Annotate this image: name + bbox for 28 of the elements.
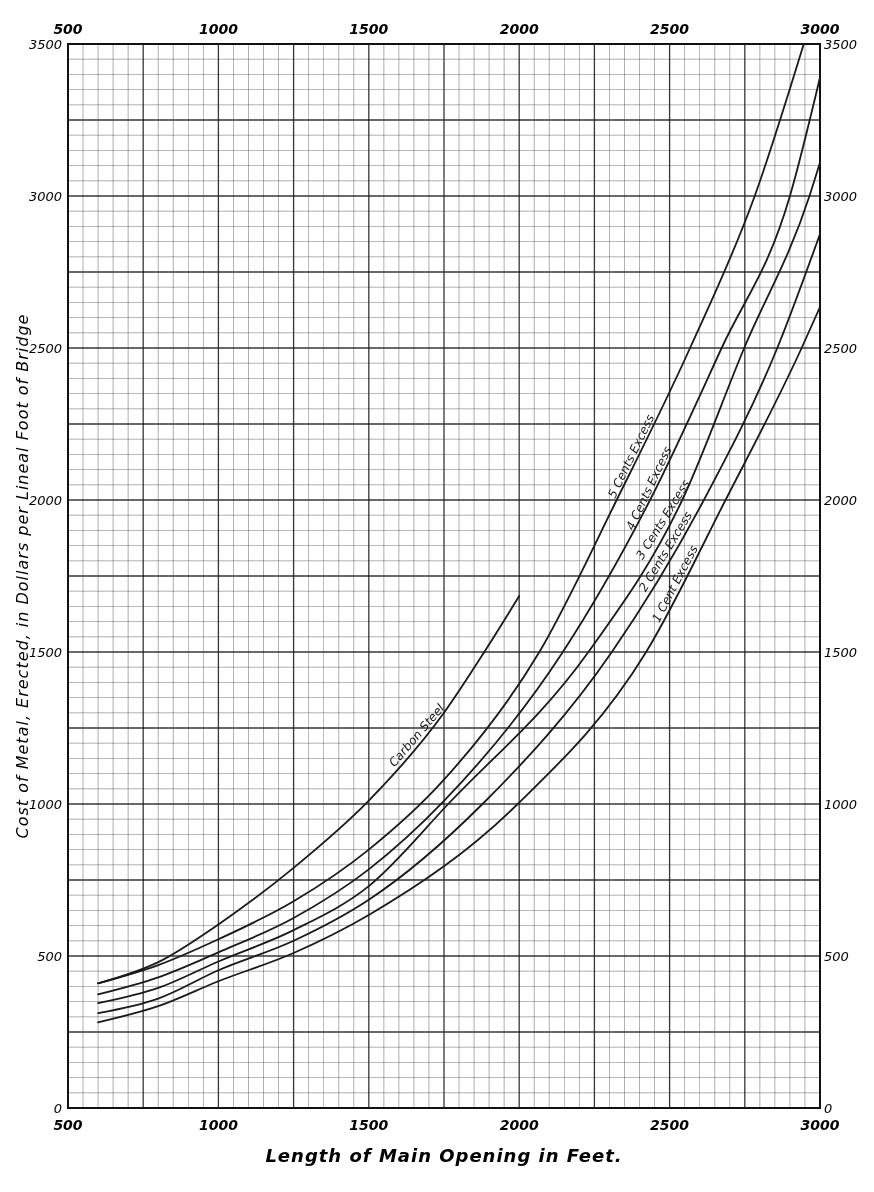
y2-tick-label: 1500 xyxy=(824,645,858,660)
y-tick-label: 1500 xyxy=(28,645,62,660)
x2-tick-label: 1500 xyxy=(349,1117,389,1133)
x-tick-label: 500 xyxy=(53,21,83,37)
y-tick-label: 0 xyxy=(53,1101,62,1116)
y2-tick-label: 0 xyxy=(824,1101,833,1116)
y-tick-label: 500 xyxy=(37,949,62,964)
y2-tick-label: 2500 xyxy=(824,341,858,356)
x2-tick-label: 3000 xyxy=(800,1117,840,1133)
y2-tick-label: 2000 xyxy=(824,493,858,508)
y-tick-label: 3000 xyxy=(28,189,62,204)
y-tick-label: 2500 xyxy=(28,341,62,356)
x-axis-title: Length of Main Opening in Feet. xyxy=(265,1145,623,1166)
x2-tick-label: 2000 xyxy=(499,1117,539,1133)
x-tick-label: 2000 xyxy=(499,21,539,37)
y2-tick-label: 500 xyxy=(824,949,849,964)
x-tick-label: 1500 xyxy=(349,21,389,37)
x2-tick-label: 2500 xyxy=(650,1117,690,1133)
x-tick-label: 3000 xyxy=(800,21,840,37)
x-tick-label: 1000 xyxy=(198,21,239,37)
y2-tick-label: 3500 xyxy=(824,37,858,52)
x2-tick-label: 1000 xyxy=(198,1117,239,1133)
y2-tick-label: 3000 xyxy=(824,189,858,204)
y-tick-label: 2000 xyxy=(28,493,62,508)
x-tick-label: 2500 xyxy=(650,21,690,37)
y-tick-label: 3500 xyxy=(28,37,62,52)
y2-tick-label: 1000 xyxy=(824,797,858,812)
x2-tick-label: 500 xyxy=(53,1117,83,1133)
